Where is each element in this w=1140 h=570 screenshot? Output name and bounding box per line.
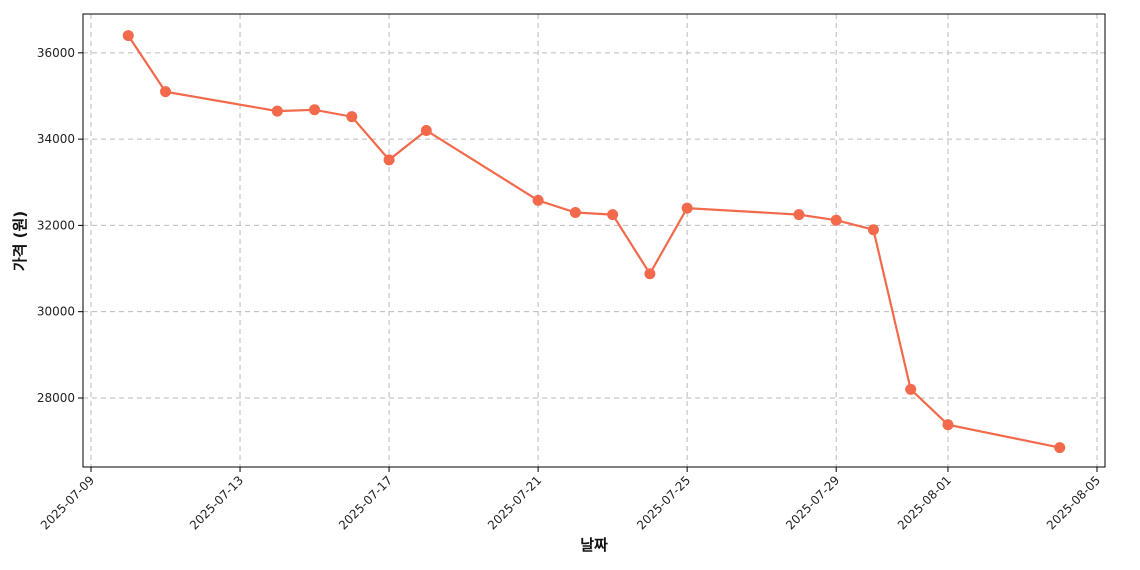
x-tick-label: 2025-07-17 (336, 473, 395, 532)
y-axis-title: 가격 (원) (11, 211, 29, 271)
series-line (127, 34, 1060, 449)
y-tick-label: 36000 (37, 46, 75, 60)
data-point (905, 383, 917, 395)
data-point (830, 214, 842, 226)
data-point (271, 105, 283, 117)
x-tick-label: 2025-07-21 (485, 473, 544, 532)
data-point (122, 30, 134, 42)
x-tick-label: 2025-07-13 (187, 473, 246, 532)
y-tick-label: 34000 (37, 132, 75, 146)
data-point (532, 194, 544, 206)
data-point (607, 209, 619, 221)
grid (83, 14, 1105, 467)
x-tick-label: 2025-07-29 (783, 473, 842, 532)
data-point (160, 86, 172, 98)
y-axis-ticks: 28000 30000 32000 34000 36000 (37, 46, 83, 405)
x-tick-label: 2025-07-09 (38, 473, 97, 532)
data-point (569, 206, 581, 218)
data-point (383, 154, 395, 166)
plot-frame (82, 13, 1106, 468)
data-point (346, 111, 358, 123)
data-point (309, 104, 321, 116)
plot-area (83, 14, 1105, 467)
x-tick-label: 2025-07-25 (634, 473, 693, 532)
x-tick-label: 2025-08-01 (895, 473, 954, 532)
x-axis-ticks: 2025-07-09 2025-07-13 2025-07-17 2025-07-21… (38, 467, 1103, 532)
x-tick-label: 2025-08-05 (1044, 473, 1103, 532)
data-point (942, 419, 954, 431)
x-axis-title: 날짜 (580, 536, 608, 554)
data-point (1054, 442, 1066, 454)
series-markers (122, 30, 1066, 454)
data-point (793, 209, 805, 221)
y-tick-label: 30000 (37, 305, 75, 319)
data-point (420, 124, 432, 136)
y-tick-label: 32000 (37, 218, 75, 232)
data-point (867, 224, 879, 236)
y-tick-label: 28000 (37, 391, 75, 405)
data-point (644, 268, 656, 280)
data-point (681, 202, 693, 214)
